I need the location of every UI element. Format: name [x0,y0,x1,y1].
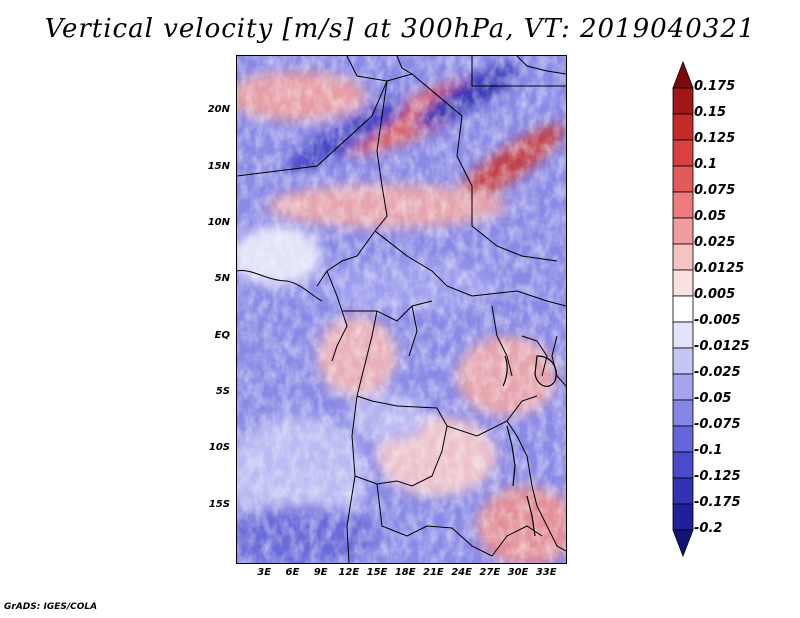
colorbar-tick-label: 0.125 [694,131,736,146]
colorbar-band [672,295,694,323]
lon-tick-label: 24E [451,567,472,578]
colorbar-tick-label: 0.0125 [694,261,745,276]
colorbar-band [672,347,694,375]
lon-tick-label: 27E [479,567,501,578]
colorbar-band [672,321,694,349]
lon-tick-label: 30E [507,567,529,578]
colorbar-band [672,477,694,505]
lat-tick-label: 15S [208,498,230,510]
colorbar-tick-label: -0.175 [694,495,741,510]
lakes-coast [502,355,557,537]
lon-tick-label: 18E [394,567,416,578]
colorbar-tick-label: -0.025 [694,365,741,380]
colorbar-band [672,529,694,558]
colorbar-tick-label: 0.005 [694,287,736,302]
lon-tick-label: 33E [535,567,557,578]
colorbar-band [672,139,694,167]
colorbar-band [672,243,694,271]
colorbar-tick-label: 0.1 [694,157,718,172]
lat-tick-label: 10N [207,217,230,228]
colorbar-band [672,399,694,427]
lon-tick-label: 21E [423,567,444,578]
chart-title: Vertical velocity [m/s] at 300hPa, VT: 2… [44,14,756,44]
lat-tick-label: 10S [208,442,230,454]
colorbar-tick-label: -0.05 [694,391,732,406]
colorbar-tick-label: 0.075 [694,183,736,198]
lon-tick-label: 3E [257,567,272,578]
colorbar-band [672,373,694,401]
colorbar-tick-label: 0.15 [694,105,727,120]
lat-tick-label: 15N [207,160,230,172]
colorbar-band [672,60,694,89]
colorbar-band [672,217,694,245]
lon-tick-label: 9E [313,567,328,578]
lat-tick-label: 5S [215,386,230,397]
colorbar-tick-label: -0.2 [694,521,723,536]
lon-tick-label: 12E [338,567,360,578]
colorbar-band [672,425,694,453]
colorbar-tick-label: -0.075 [694,417,741,432]
colorbar-tick-label: -0.005 [694,313,741,328]
lat-tick-label: 20N [207,104,230,116]
colorbar-tick-label: 0.175 [694,79,736,94]
colorbar-band [672,113,694,141]
colorbar-tick-label: -0.0125 [694,339,750,354]
velocity-field [237,56,566,563]
colorbar-band [672,87,694,115]
country-borders [237,56,566,563]
grads-credit: GrADS: IGES/COLA [4,602,98,612]
colorbar-band [672,191,694,219]
lat-tick-label: 5N [214,273,230,285]
colorbar [672,60,694,558]
map-panel [236,55,567,564]
colorbar-tick-label: 0.05 [694,209,727,224]
lon-tick-label: 15E [366,567,388,578]
colorbar-band [672,269,694,297]
colorbar-band [672,451,694,479]
colorbar-tick-label: -0.1 [694,443,723,458]
colorbar-band [672,503,694,531]
colorbar-tick-label: -0.125 [694,469,741,484]
colorbar-tick-label: 0.025 [694,235,736,250]
lat-tick-label: EQ [214,329,230,341]
lon-tick-label: 6E [285,567,300,578]
colorbar-band [672,165,694,193]
